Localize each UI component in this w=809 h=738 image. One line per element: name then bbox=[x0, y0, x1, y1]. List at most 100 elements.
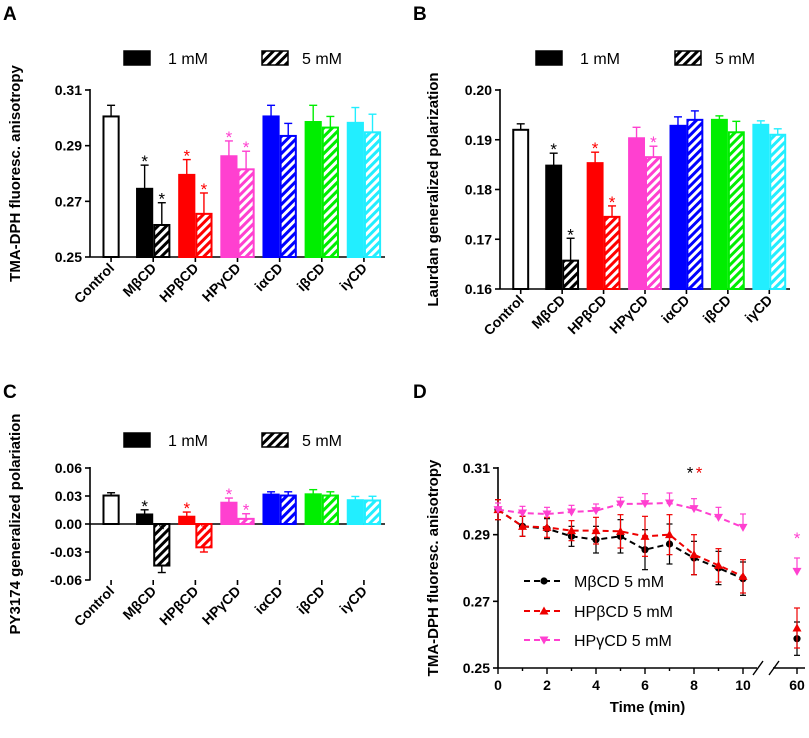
legend-marker bbox=[540, 577, 548, 585]
significance-star: * bbox=[226, 485, 233, 504]
y-tick-label: 0.25 bbox=[55, 249, 82, 265]
legend-label-5mM: 5 mM bbox=[302, 433, 342, 450]
data-point bbox=[738, 523, 748, 532]
bar-1mM bbox=[669, 124, 687, 290]
data-point bbox=[665, 499, 674, 508]
bar-5mM bbox=[279, 494, 297, 525]
bar-1mM bbox=[220, 155, 238, 258]
legend-label-5mM: 5 mM bbox=[302, 51, 342, 68]
significance-star: * bbox=[158, 190, 165, 209]
panel-a: A TMA-DPH fluoresc. anisotropy 0.25 0.27 0.2… bbox=[3, 4, 385, 306]
significance-star: * bbox=[550, 140, 557, 159]
data-point bbox=[616, 500, 625, 509]
y-axis-label: TMA-DPH fluoresc. anisotropy bbox=[425, 459, 442, 676]
category-label: HPγCD bbox=[606, 292, 651, 337]
significance-star: * bbox=[158, 520, 165, 539]
panel-letter: D bbox=[413, 382, 427, 403]
category-label: Control bbox=[71, 583, 118, 630]
bar-1mM bbox=[512, 128, 530, 290]
y-tick-label: 0.27 bbox=[55, 193, 82, 209]
significance-star: * bbox=[243, 138, 250, 157]
bar-1mM bbox=[304, 121, 322, 258]
data-point bbox=[714, 513, 723, 522]
category-label: HPβCD bbox=[156, 583, 201, 628]
bar-5mM bbox=[363, 131, 382, 259]
x-tick-label: 4 bbox=[592, 677, 600, 693]
y-tick-label: 0.25 bbox=[463, 660, 490, 676]
legend-label-1mM: 1 mM bbox=[168, 51, 208, 68]
x-tick-label: 6 bbox=[641, 677, 649, 693]
bar-1mM bbox=[262, 493, 280, 526]
category-label: HPβCD bbox=[156, 260, 201, 305]
significance-star: * bbox=[650, 133, 657, 152]
category-label: iαCD bbox=[251, 583, 285, 617]
category-label: HPγCD bbox=[199, 583, 244, 628]
data-point bbox=[689, 505, 699, 514]
data-point bbox=[591, 526, 601, 535]
category-label: iγCD bbox=[336, 260, 370, 294]
data-point bbox=[714, 560, 723, 569]
legend-marker bbox=[539, 606, 549, 615]
legend-label: HPγCD 5 mM bbox=[574, 633, 672, 650]
significance-star: * bbox=[201, 180, 208, 199]
x-tick-label: 2 bbox=[543, 677, 551, 693]
significance-star: * bbox=[567, 225, 574, 244]
y-tick-label: 0.19 bbox=[465, 132, 492, 148]
bar-5mM bbox=[562, 259, 580, 290]
significance-star: * bbox=[696, 464, 703, 483]
bar-5mM bbox=[363, 499, 382, 526]
category-label: HPγCD bbox=[199, 260, 244, 305]
category-label: Control bbox=[71, 260, 118, 307]
bar-1mM bbox=[346, 121, 364, 258]
y-axis-label: PY3174 generalized polariation bbox=[7, 414, 24, 635]
category-label: MβCD bbox=[119, 260, 159, 300]
significance-star: * bbox=[243, 501, 250, 520]
significance-star: * bbox=[609, 193, 616, 212]
panel-d: D TMA-DPH fluoresc. anisotropy Time (min) 0… bbox=[413, 382, 805, 716]
x-tick-label: 8 bbox=[690, 677, 698, 693]
data-point bbox=[665, 530, 674, 539]
category-label: MβCD bbox=[119, 583, 159, 623]
bar-5mM bbox=[237, 168, 255, 258]
legend-label: MβCD 5 mM bbox=[574, 574, 664, 591]
data-point bbox=[567, 508, 576, 517]
series-3 bbox=[493, 492, 802, 576]
y-tick-label: 0.16 bbox=[465, 281, 492, 297]
bar-5mM bbox=[321, 126, 339, 258]
data-point bbox=[640, 500, 650, 509]
bar-5mM bbox=[603, 215, 621, 290]
bar-5mM bbox=[645, 156, 662, 290]
y-tick-label: 0.27 bbox=[463, 593, 490, 609]
data-point bbox=[616, 526, 625, 535]
bar-1mM bbox=[136, 187, 154, 258]
data-point bbox=[792, 623, 802, 632]
category-label: iγCD bbox=[336, 583, 370, 617]
significance-star: * bbox=[183, 147, 190, 166]
data-point bbox=[738, 571, 748, 580]
y-tick-label: -0.03 bbox=[50, 544, 82, 560]
y-tick-label: 0.18 bbox=[465, 182, 492, 198]
y-tick-label: -0.06 bbox=[50, 572, 82, 588]
legend-label: HPβCD 5 mM bbox=[574, 604, 673, 621]
bar-1mM bbox=[628, 137, 645, 290]
bar-1mM bbox=[102, 494, 120, 525]
panel-letter: B bbox=[413, 4, 427, 25]
significance-star: * bbox=[226, 128, 233, 147]
data-point bbox=[542, 510, 552, 519]
category-label: iαCD bbox=[658, 292, 692, 326]
y-tick-label: 0.20 bbox=[465, 82, 492, 98]
significance-star: * bbox=[687, 464, 694, 483]
category-label: MβCD bbox=[528, 292, 568, 332]
x-tick-label: 60 bbox=[789, 677, 805, 693]
category-label: iβCD bbox=[294, 583, 328, 617]
legend-label-1mM: 1 mM bbox=[580, 51, 620, 68]
category-label: HPβCD bbox=[564, 292, 609, 337]
data-point bbox=[567, 526, 576, 535]
bar-1mM bbox=[262, 115, 280, 258]
significance-star: * bbox=[183, 499, 190, 518]
axis-break-mark bbox=[752, 660, 764, 676]
category-label: iγCD bbox=[742, 292, 776, 326]
significance-star: * bbox=[201, 520, 208, 539]
category-label: iβCD bbox=[700, 292, 734, 326]
